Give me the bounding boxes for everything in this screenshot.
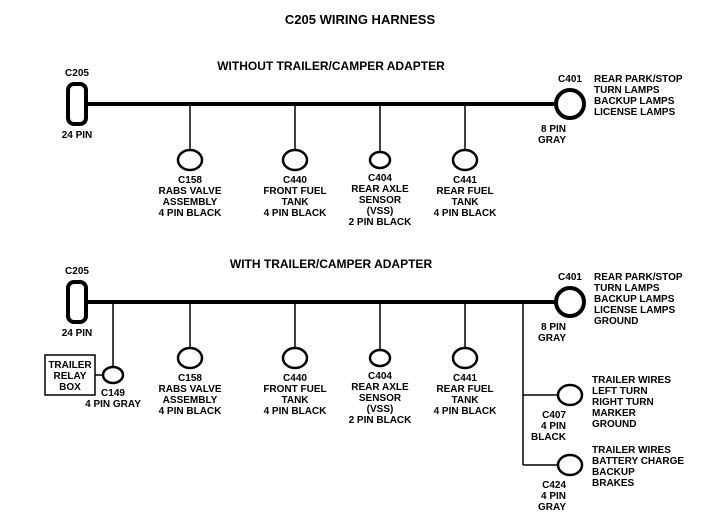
connector-c401 (556, 288, 584, 316)
svg-text:LEFT TURN: LEFT TURN (592, 386, 648, 397)
drop-connector (370, 152, 390, 168)
svg-text:8 PIN: 8 PIN (541, 322, 566, 333)
branch-name: C424 (542, 480, 566, 491)
svg-text:RELAY: RELAY (54, 371, 87, 382)
svg-text:4 PIN: 4 PIN (541, 421, 566, 432)
connector-label: C401 (558, 74, 582, 85)
connector-label: C205 (65, 266, 89, 277)
svg-text:4 PIN BLACK: 4 PIN BLACK (264, 208, 328, 219)
svg-text:(VSS): (VSS) (367, 206, 394, 217)
svg-text:GROUND: GROUND (594, 316, 638, 327)
svg-text:TRAILER WIRES: TRAILER WIRES (592, 375, 671, 386)
svg-text:GRAY: GRAY (538, 333, 566, 344)
svg-text:4 PIN BLACK: 4 PIN BLACK (434, 406, 498, 417)
svg-text:BACKUP LAMPS: BACKUP LAMPS (594, 96, 675, 107)
svg-text:(VSS): (VSS) (367, 404, 394, 415)
svg-text:SENSOR: SENSOR (359, 195, 402, 206)
connector-pins: 24 PIN (62, 328, 93, 339)
svg-text:4 PIN BLACK: 4 PIN BLACK (264, 406, 328, 417)
harness-subtitle: WITH TRAILER/CAMPER ADAPTER (230, 257, 433, 271)
drop-connector (283, 348, 307, 368)
relay-conn-name: C149 (101, 388, 125, 399)
drop-name: C404 (368, 371, 392, 382)
connector-c205 (68, 282, 86, 322)
svg-text:REAR PARK/STOP: REAR PARK/STOP (594, 272, 683, 283)
diagram-title: C205 WIRING HARNESS (285, 12, 436, 27)
svg-text:GRAY: GRAY (538, 135, 566, 146)
svg-text:BACKUP LAMPS: BACKUP LAMPS (594, 294, 675, 305)
svg-text:LICENSE LAMPS: LICENSE LAMPS (594, 107, 675, 118)
branch-connector (558, 455, 582, 475)
drop-connector (453, 150, 477, 170)
drop-name: C441 (453, 175, 477, 186)
svg-text:TRAILER: TRAILER (48, 360, 92, 371)
harness-subtitle: WITHOUT TRAILER/CAMPER ADAPTER (217, 59, 445, 73)
drop-connector (178, 150, 202, 170)
drop-connector (370, 350, 390, 366)
svg-text:TANK: TANK (451, 197, 479, 208)
connector-c205 (68, 84, 86, 124)
svg-text:REAR FUEL: REAR FUEL (436, 186, 493, 197)
svg-text:TANK: TANK (451, 395, 479, 406)
svg-text:GRAY: GRAY (538, 502, 566, 513)
svg-text:2 PIN BLACK: 2 PIN BLACK (349, 415, 413, 426)
svg-text:TANK: TANK (281, 395, 309, 406)
svg-text:BACKUP: BACKUP (592, 467, 635, 478)
svg-text:RABS VALVE: RABS VALVE (159, 186, 222, 197)
drop-name: C158 (178, 373, 202, 384)
svg-text:TANK: TANK (281, 197, 309, 208)
svg-text:FRONT FUEL: FRONT FUEL (263, 384, 326, 395)
svg-text:ASSEMBLY: ASSEMBLY (163, 197, 218, 208)
svg-text:LICENSE LAMPS: LICENSE LAMPS (594, 305, 675, 316)
svg-text:REAR PARK/STOP: REAR PARK/STOP (594, 74, 683, 85)
svg-text:TURN LAMPS: TURN LAMPS (594, 85, 660, 96)
relay-conn-pins: 4 PIN GRAY (85, 399, 141, 410)
svg-text:REAR AXLE: REAR AXLE (351, 382, 409, 393)
svg-text:MARKER: MARKER (592, 408, 637, 419)
svg-text:BATTERY CHARGE: BATTERY CHARGE (592, 456, 684, 467)
svg-text:RABS VALVE: RABS VALVE (159, 384, 222, 395)
svg-text:2 PIN BLACK: 2 PIN BLACK (349, 217, 413, 228)
connector-label: C401 (558, 272, 582, 283)
drop-name: C441 (453, 373, 477, 384)
drop-name: C404 (368, 173, 392, 184)
branch-name: C407 (542, 410, 566, 421)
connector-pins: 24 PIN (62, 130, 93, 141)
svg-text:4 PIN BLACK: 4 PIN BLACK (434, 208, 498, 219)
svg-text:REAR AXLE: REAR AXLE (351, 184, 409, 195)
svg-text:RIGHT TURN: RIGHT TURN (592, 397, 654, 408)
svg-text:FRONT FUEL: FRONT FUEL (263, 186, 326, 197)
svg-text:4 PIN BLACK: 4 PIN BLACK (159, 406, 223, 417)
drop-connector (283, 150, 307, 170)
svg-text:4 PIN BLACK: 4 PIN BLACK (159, 208, 223, 219)
branch-connector (558, 385, 582, 405)
svg-text:TURN LAMPS: TURN LAMPS (594, 283, 660, 294)
connector-label: C205 (65, 68, 89, 79)
connector-c401 (556, 90, 584, 118)
drop-name: C440 (283, 175, 307, 186)
drop-connector (178, 348, 202, 368)
svg-text:BLACK: BLACK (531, 432, 567, 443)
drop-name: C158 (178, 175, 202, 186)
drop-name: C440 (283, 373, 307, 384)
svg-text:ASSEMBLY: ASSEMBLY (163, 395, 218, 406)
wiring-diagram: C205 WIRING HARNESS WITHOUT TRAILER/CAMPE… (0, 0, 720, 517)
svg-text:8 PIN: 8 PIN (541, 124, 566, 135)
svg-text:BRAKES: BRAKES (592, 478, 635, 489)
svg-text:BOX: BOX (59, 382, 81, 393)
drop-connector (453, 348, 477, 368)
svg-text:GROUND: GROUND (592, 419, 636, 430)
relay-connector (103, 367, 123, 383)
svg-text:TRAILER WIRES: TRAILER WIRES (592, 445, 671, 456)
svg-text:SENSOR: SENSOR (359, 393, 402, 404)
svg-text:REAR FUEL: REAR FUEL (436, 384, 493, 395)
svg-text:4 PIN: 4 PIN (541, 491, 566, 502)
